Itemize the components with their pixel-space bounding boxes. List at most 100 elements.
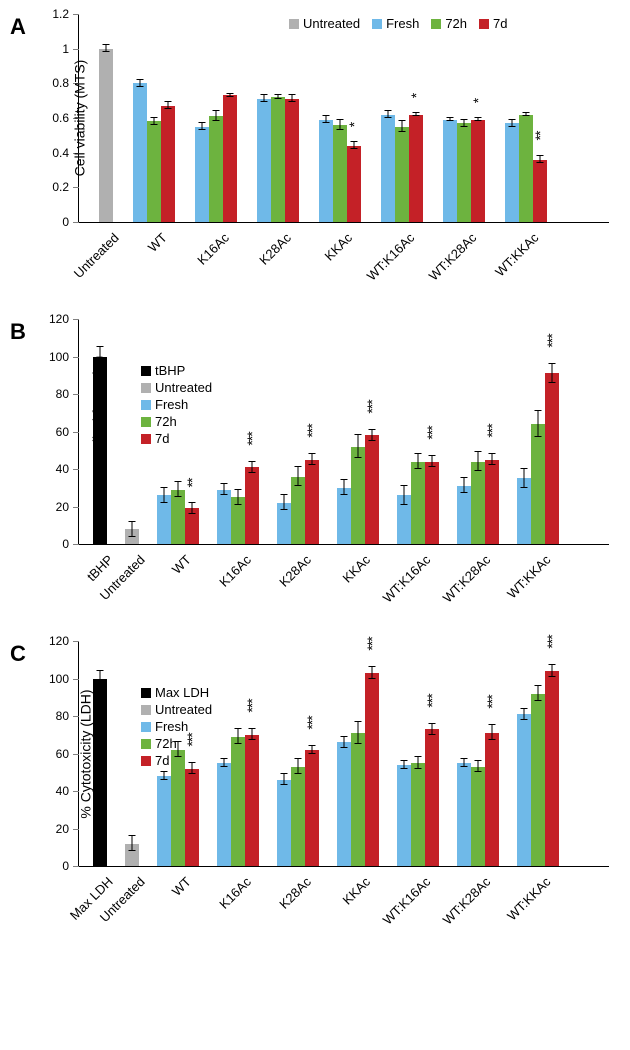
err-cap: [521, 719, 528, 720]
legend-label: 72h: [445, 16, 467, 31]
err-line: [178, 482, 179, 497]
ytick-label: 0: [62, 859, 69, 873]
err-cap: [275, 98, 282, 99]
err-cap: [521, 468, 528, 469]
err-cap: [227, 93, 234, 94]
bars-container: *****: [79, 14, 609, 222]
bar: **: [533, 160, 547, 222]
bar: [319, 120, 333, 222]
bar: [333, 125, 347, 222]
err-line: [344, 480, 345, 495]
bar: [223, 95, 237, 222]
bar: [161, 106, 175, 222]
ytick-label: 0.2: [52, 180, 69, 194]
bar: *: [347, 146, 361, 222]
err-cap: [281, 773, 288, 774]
ytick-label: 80: [56, 709, 69, 723]
err-cap: [281, 494, 288, 495]
legend-swatch: [141, 417, 151, 427]
ytick-label: 40: [56, 462, 69, 476]
bar: *: [471, 120, 485, 222]
err-cap: [189, 513, 196, 514]
err-cap: [151, 117, 158, 118]
bar: [285, 99, 299, 222]
bar: **: [185, 508, 199, 544]
bar: [277, 780, 291, 866]
bar: [351, 733, 365, 866]
legend-label: 7d: [493, 16, 507, 31]
err-cap: [401, 768, 408, 769]
err-cap: [309, 753, 316, 754]
bar: [157, 495, 171, 544]
err-cap: [429, 734, 436, 735]
legend-label: Max LDH: [155, 685, 209, 700]
ytick: [73, 866, 79, 867]
x-label: K28Ac: [276, 552, 314, 590]
err-cap: [309, 453, 316, 454]
err-cap: [351, 148, 358, 149]
ytick-label: 1: [62, 42, 69, 56]
err-cap: [97, 365, 104, 366]
err-line: [358, 722, 359, 745]
x-label: WT:K16Ac: [380, 552, 434, 606]
err-cap: [175, 481, 182, 482]
x-label: WT:KKAc: [492, 230, 541, 279]
x-label: WT:KKAc: [504, 874, 553, 923]
err-cap: [165, 101, 172, 102]
ytick-label: 120: [49, 312, 69, 326]
significance-marker: ***: [304, 424, 320, 437]
err-cap: [461, 766, 468, 767]
bar: ***: [365, 435, 379, 544]
bar: *: [409, 115, 423, 222]
err-cap: [489, 464, 496, 465]
err-cap: [549, 664, 556, 665]
significance-marker: ***: [544, 334, 560, 347]
err-cap: [221, 483, 228, 484]
err-cap: [161, 487, 168, 488]
err-cap: [355, 743, 362, 744]
err-line: [538, 411, 539, 437]
err-cap: [489, 739, 496, 740]
ytick: [73, 222, 79, 223]
x-label: KKAc: [322, 230, 356, 264]
err-cap: [175, 496, 182, 497]
ytick-label: 120: [49, 634, 69, 648]
err-cap: [161, 502, 168, 503]
bar: [277, 503, 291, 544]
bar: [257, 99, 271, 222]
ytick-label: 0.4: [52, 146, 69, 160]
x-label: WT:K16Ac: [364, 230, 418, 284]
significance-marker: ***: [544, 636, 560, 649]
err-cap: [161, 771, 168, 772]
err-cap: [295, 485, 302, 486]
legend-swatch: [141, 705, 151, 715]
err-cap: [549, 676, 556, 677]
panel-letter: C: [10, 641, 26, 667]
bar: [411, 462, 425, 545]
bar: [217, 763, 231, 866]
err-cap: [261, 94, 268, 95]
x-label: WT:K28Ac: [440, 552, 494, 606]
chart-area: 020406080100120% Free radical formation*…: [78, 319, 630, 545]
legend-swatch: [431, 19, 441, 29]
err-cap: [341, 747, 348, 748]
err-cap: [521, 708, 528, 709]
err-cap: [341, 479, 348, 480]
bar: ***: [425, 462, 439, 545]
err-line: [100, 671, 101, 686]
err-cap: [199, 129, 206, 130]
x-label: K28Ac: [256, 230, 294, 268]
bar: [133, 83, 147, 222]
legend-label: 7d: [155, 431, 169, 446]
bar: [93, 679, 107, 867]
bar: [125, 844, 139, 867]
err-cap: [489, 453, 496, 454]
significance-marker: *: [470, 99, 486, 103]
err-cap: [429, 466, 436, 467]
err-cap: [475, 120, 482, 121]
panel-letter: B: [10, 319, 26, 345]
err-cap: [475, 451, 482, 452]
x-label: WT:KKAc: [504, 552, 553, 601]
x-label: KKAc: [340, 874, 374, 908]
err-cap: [475, 760, 482, 761]
